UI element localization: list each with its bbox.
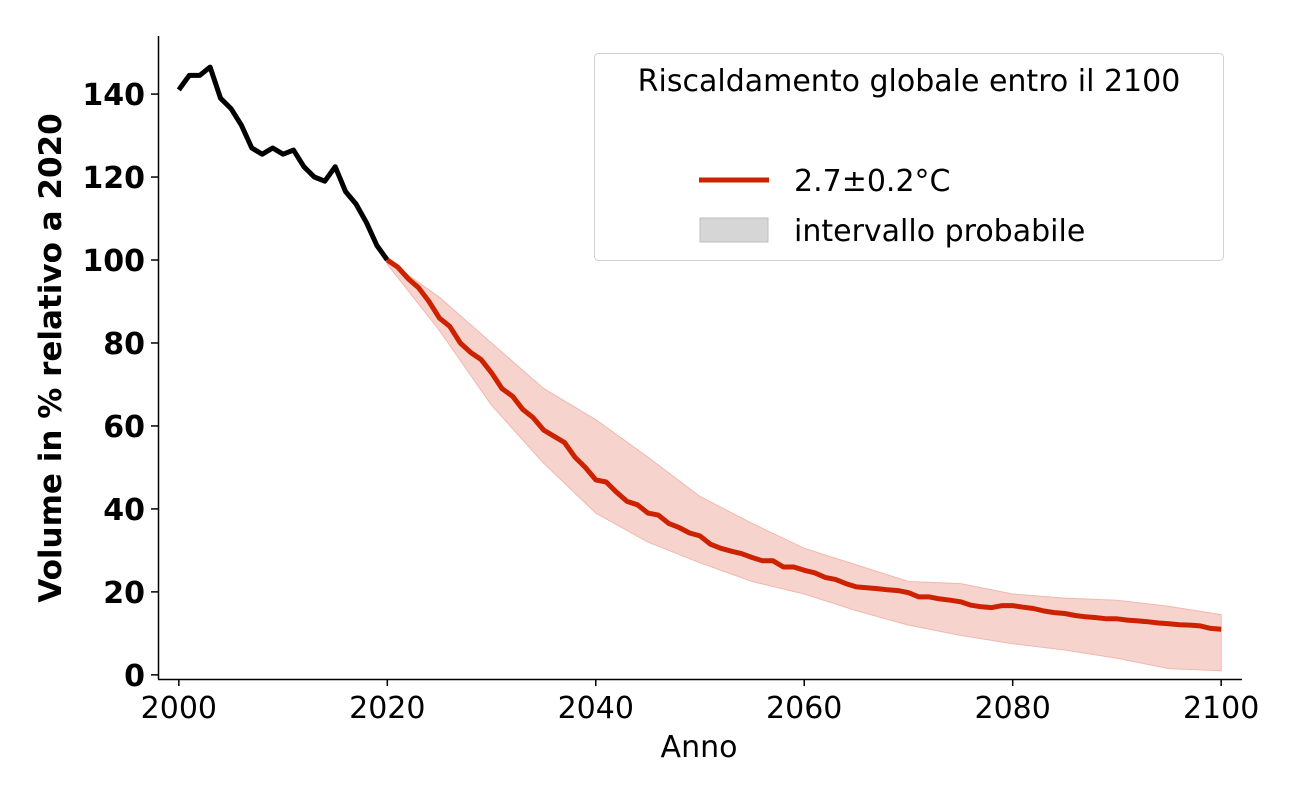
y-tick-label-140: 140 <box>82 78 145 113</box>
legend-title: Riscaldamento globale entro il 2100 <box>638 64 1181 99</box>
observed-volume-line <box>176 64 390 262</box>
likely-range-band-layer <box>386 259 1222 672</box>
y-tick-label-0: 0 <box>124 659 145 694</box>
x-tick-label-2100: 2100 <box>1183 691 1259 726</box>
legend-patch-swatch <box>699 217 769 243</box>
legend-entry-range-label: intervallo probabile <box>794 214 1085 249</box>
likely-range-band <box>386 259 1222 672</box>
x-tick-label-2080: 2080 <box>975 691 1051 726</box>
x-tick-label-2040: 2040 <box>558 691 634 726</box>
x-tick-label-2060: 2060 <box>766 691 842 726</box>
y-tick-label-80: 80 <box>103 327 145 362</box>
x-axis-title: Anno <box>661 730 738 765</box>
x-tick-label-2000: 2000 <box>141 691 217 726</box>
x-tick-label-2020: 2020 <box>349 691 425 726</box>
y-tick-label-40: 40 <box>103 493 145 528</box>
legend-frame <box>594 53 1224 261</box>
series-layer <box>176 64 1222 632</box>
y-tick-label-60: 60 <box>103 410 145 445</box>
projected-volume-line <box>385 257 1222 632</box>
legend: Riscaldamento globale entro il 2100 2.7±… <box>594 53 1224 261</box>
y-axis-title: Volume in % relativo a 2020 <box>33 113 69 602</box>
axes <box>157 36 1242 681</box>
y-tick-label-20: 20 <box>103 576 145 611</box>
y-tick-label-120: 120 <box>82 161 145 196</box>
legend-entry-projection-label: 2.7±0.2°C <box>794 164 951 199</box>
ticks: 2000 2020 2040 2060 2080 21000204060801001201… <box>82 78 1259 726</box>
y-tick-label-100: 100 <box>82 244 145 279</box>
